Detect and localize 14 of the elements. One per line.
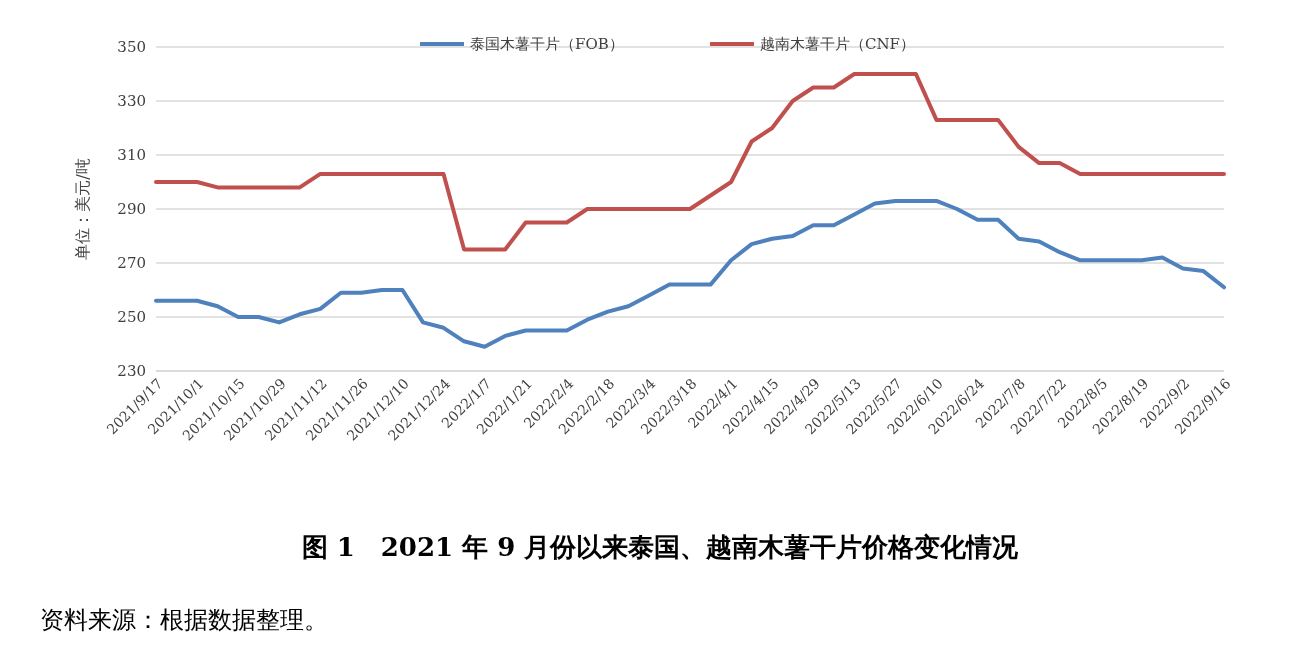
y-tick-label: 350 — [117, 38, 146, 57]
line-series — [154, 198, 1226, 349]
y-tick-label: 230 — [117, 362, 146, 381]
legend-label: 越南木薯干片（CNF） — [760, 35, 916, 54]
y-tick-label: 310 — [117, 146, 146, 165]
text: 资料来源：根据数据整理。 — [40, 606, 328, 634]
y-axis-title: 单位：美元/吨 — [73, 158, 92, 260]
y-tick-label: 250 — [117, 308, 146, 327]
text: 图 1 2021 年 9 月份以来泰国、越南木薯干片价格变化情况 — [301, 532, 1020, 562]
y-tick-label: 290 — [117, 200, 146, 219]
y-tick-label: 270 — [117, 254, 146, 273]
legend-label: 泰国木薯干片（FOB） — [470, 35, 624, 54]
y-tick-label: 330 — [117, 92, 146, 111]
line-series — [154, 72, 1226, 252]
